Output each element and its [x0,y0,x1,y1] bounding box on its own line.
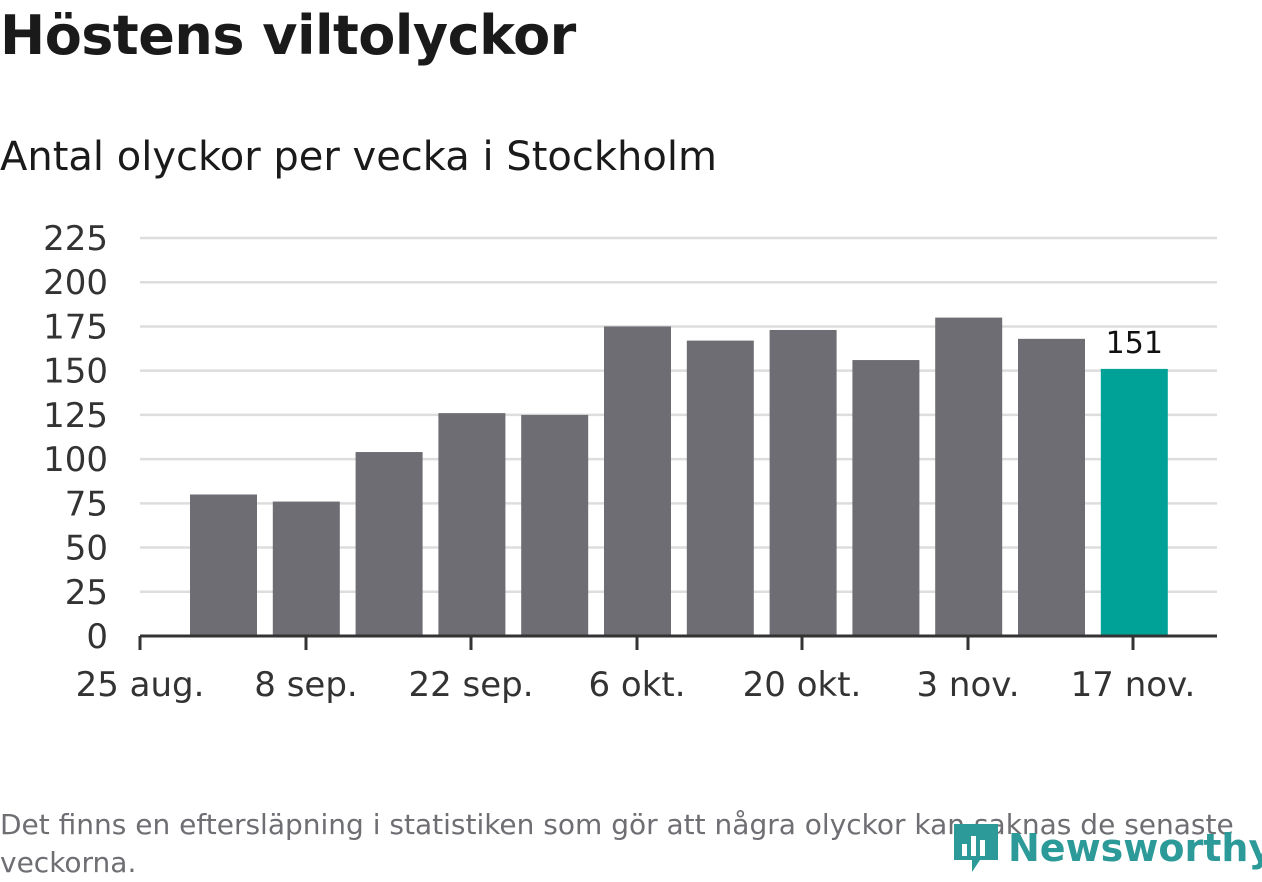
y-tick-label: 200 [43,263,108,303]
x-tick-label: 17 nov. [1071,665,1196,705]
x-tick-label: 20 okt. [743,665,862,705]
y-tick-label: 50 [65,529,108,569]
bar [604,326,671,636]
data-label: 151 [1106,326,1163,361]
bar [686,340,754,636]
highlighted-bar [1100,368,1168,636]
brand-name: Newsworthy [1008,826,1262,870]
y-tick-label: 100 [43,440,108,480]
chart-subtitle: Antal olyckor per vecka i Stockholm [0,134,717,180]
newsworthy-logo-icon [954,824,998,872]
chart-title: Höstens viltolyckor [0,4,576,67]
x-tick-label: 8 sep. [254,665,357,705]
bar [935,317,1003,636]
bar [852,360,920,636]
bar [769,329,837,636]
y-tick-label: 25 [65,573,108,613]
y-tick-label: 75 [65,484,108,524]
x-tick-label: 6 okt. [588,665,685,705]
y-tick-label: 0 [86,617,108,657]
bar [355,452,423,636]
x-tick-label: 22 sep. [408,665,533,705]
y-tick-label: 175 [43,307,108,347]
footnote: Det finns en eftersläpning i statistiken… [0,808,1234,879]
bar [438,413,506,636]
y-tick-label: 125 [43,396,108,436]
x-tick-label: 25 aug. [76,665,205,705]
bar [1018,338,1085,636]
brand-logo: Newsworthy [950,818,1262,878]
y-tick-label: 225 [43,219,108,259]
y-tick-label: 150 [43,352,108,392]
x-tick-label: 3 nov. [916,665,1019,705]
bar [272,501,340,636]
bar [521,414,589,636]
bar [190,494,257,636]
